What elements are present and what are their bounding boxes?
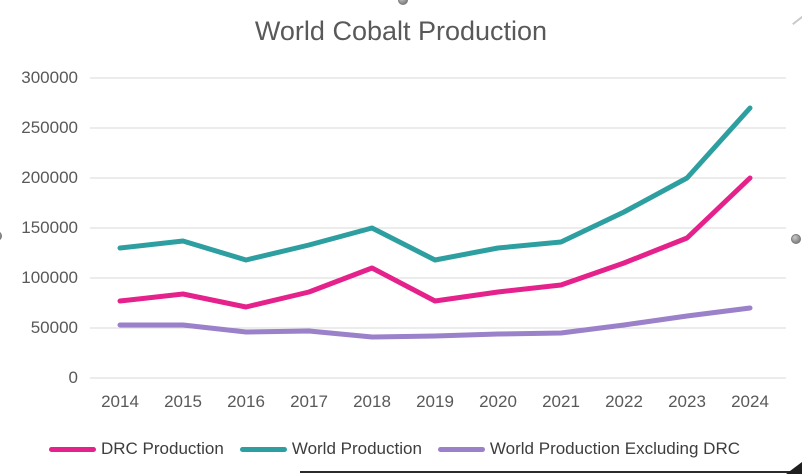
legend-swatch-icon [437, 446, 485, 452]
x-tick-label: 2016 [227, 392, 265, 411]
y-tick-label: 250000 [21, 118, 78, 137]
y-tick-label: 150000 [21, 218, 78, 237]
y-tick-label: 50000 [30, 318, 78, 337]
legend-item-world-production-excluding-drc[interactable]: World Production Excluding DRC [437, 439, 740, 459]
selection-handle-right[interactable] [791, 234, 801, 244]
x-tick-label: 2022 [605, 392, 643, 411]
legend-label: World Production Excluding DRC [489, 439, 740, 458]
x-tick-label: 2021 [542, 392, 580, 411]
legend-swatch-icon [239, 446, 287, 452]
y-tick-label: 100000 [21, 268, 78, 287]
x-tick-label: 2019 [416, 392, 454, 411]
legend-label: DRC Production [101, 439, 224, 458]
legend-swatch-icon [49, 446, 96, 452]
x-tick-label: 2015 [164, 392, 202, 411]
x-tick-label: 2024 [731, 392, 769, 411]
legend-item-world-production[interactable]: World Production [239, 439, 422, 459]
x-tick-label: 2020 [479, 392, 517, 411]
chart-title[interactable]: World Cobalt Production [254, 16, 548, 46]
series-line-drc-production[interactable] [117, 175, 753, 310]
y-tick-label: 200000 [21, 168, 78, 187]
series-line-world-production[interactable] [117, 105, 753, 263]
legend: DRC Production World Production World Prod… [49, 438, 740, 460]
x-tick-label: 2014 [101, 392, 139, 411]
series-line-world-production-excluding-drc[interactable] [117, 305, 753, 340]
y-tick-label: 300000 [21, 68, 78, 87]
y-tick-label: 0 [68, 368, 78, 387]
x-tick-label: 2023 [668, 392, 706, 411]
x-tick-label: 2018 [353, 392, 391, 411]
legend-item-drc-production[interactable]: DRC Production [49, 439, 224, 459]
x-tick-label: 2017 [290, 392, 328, 411]
legend-label: World Production [291, 439, 422, 458]
cropped-ui-edge-bottom [300, 471, 802, 473]
